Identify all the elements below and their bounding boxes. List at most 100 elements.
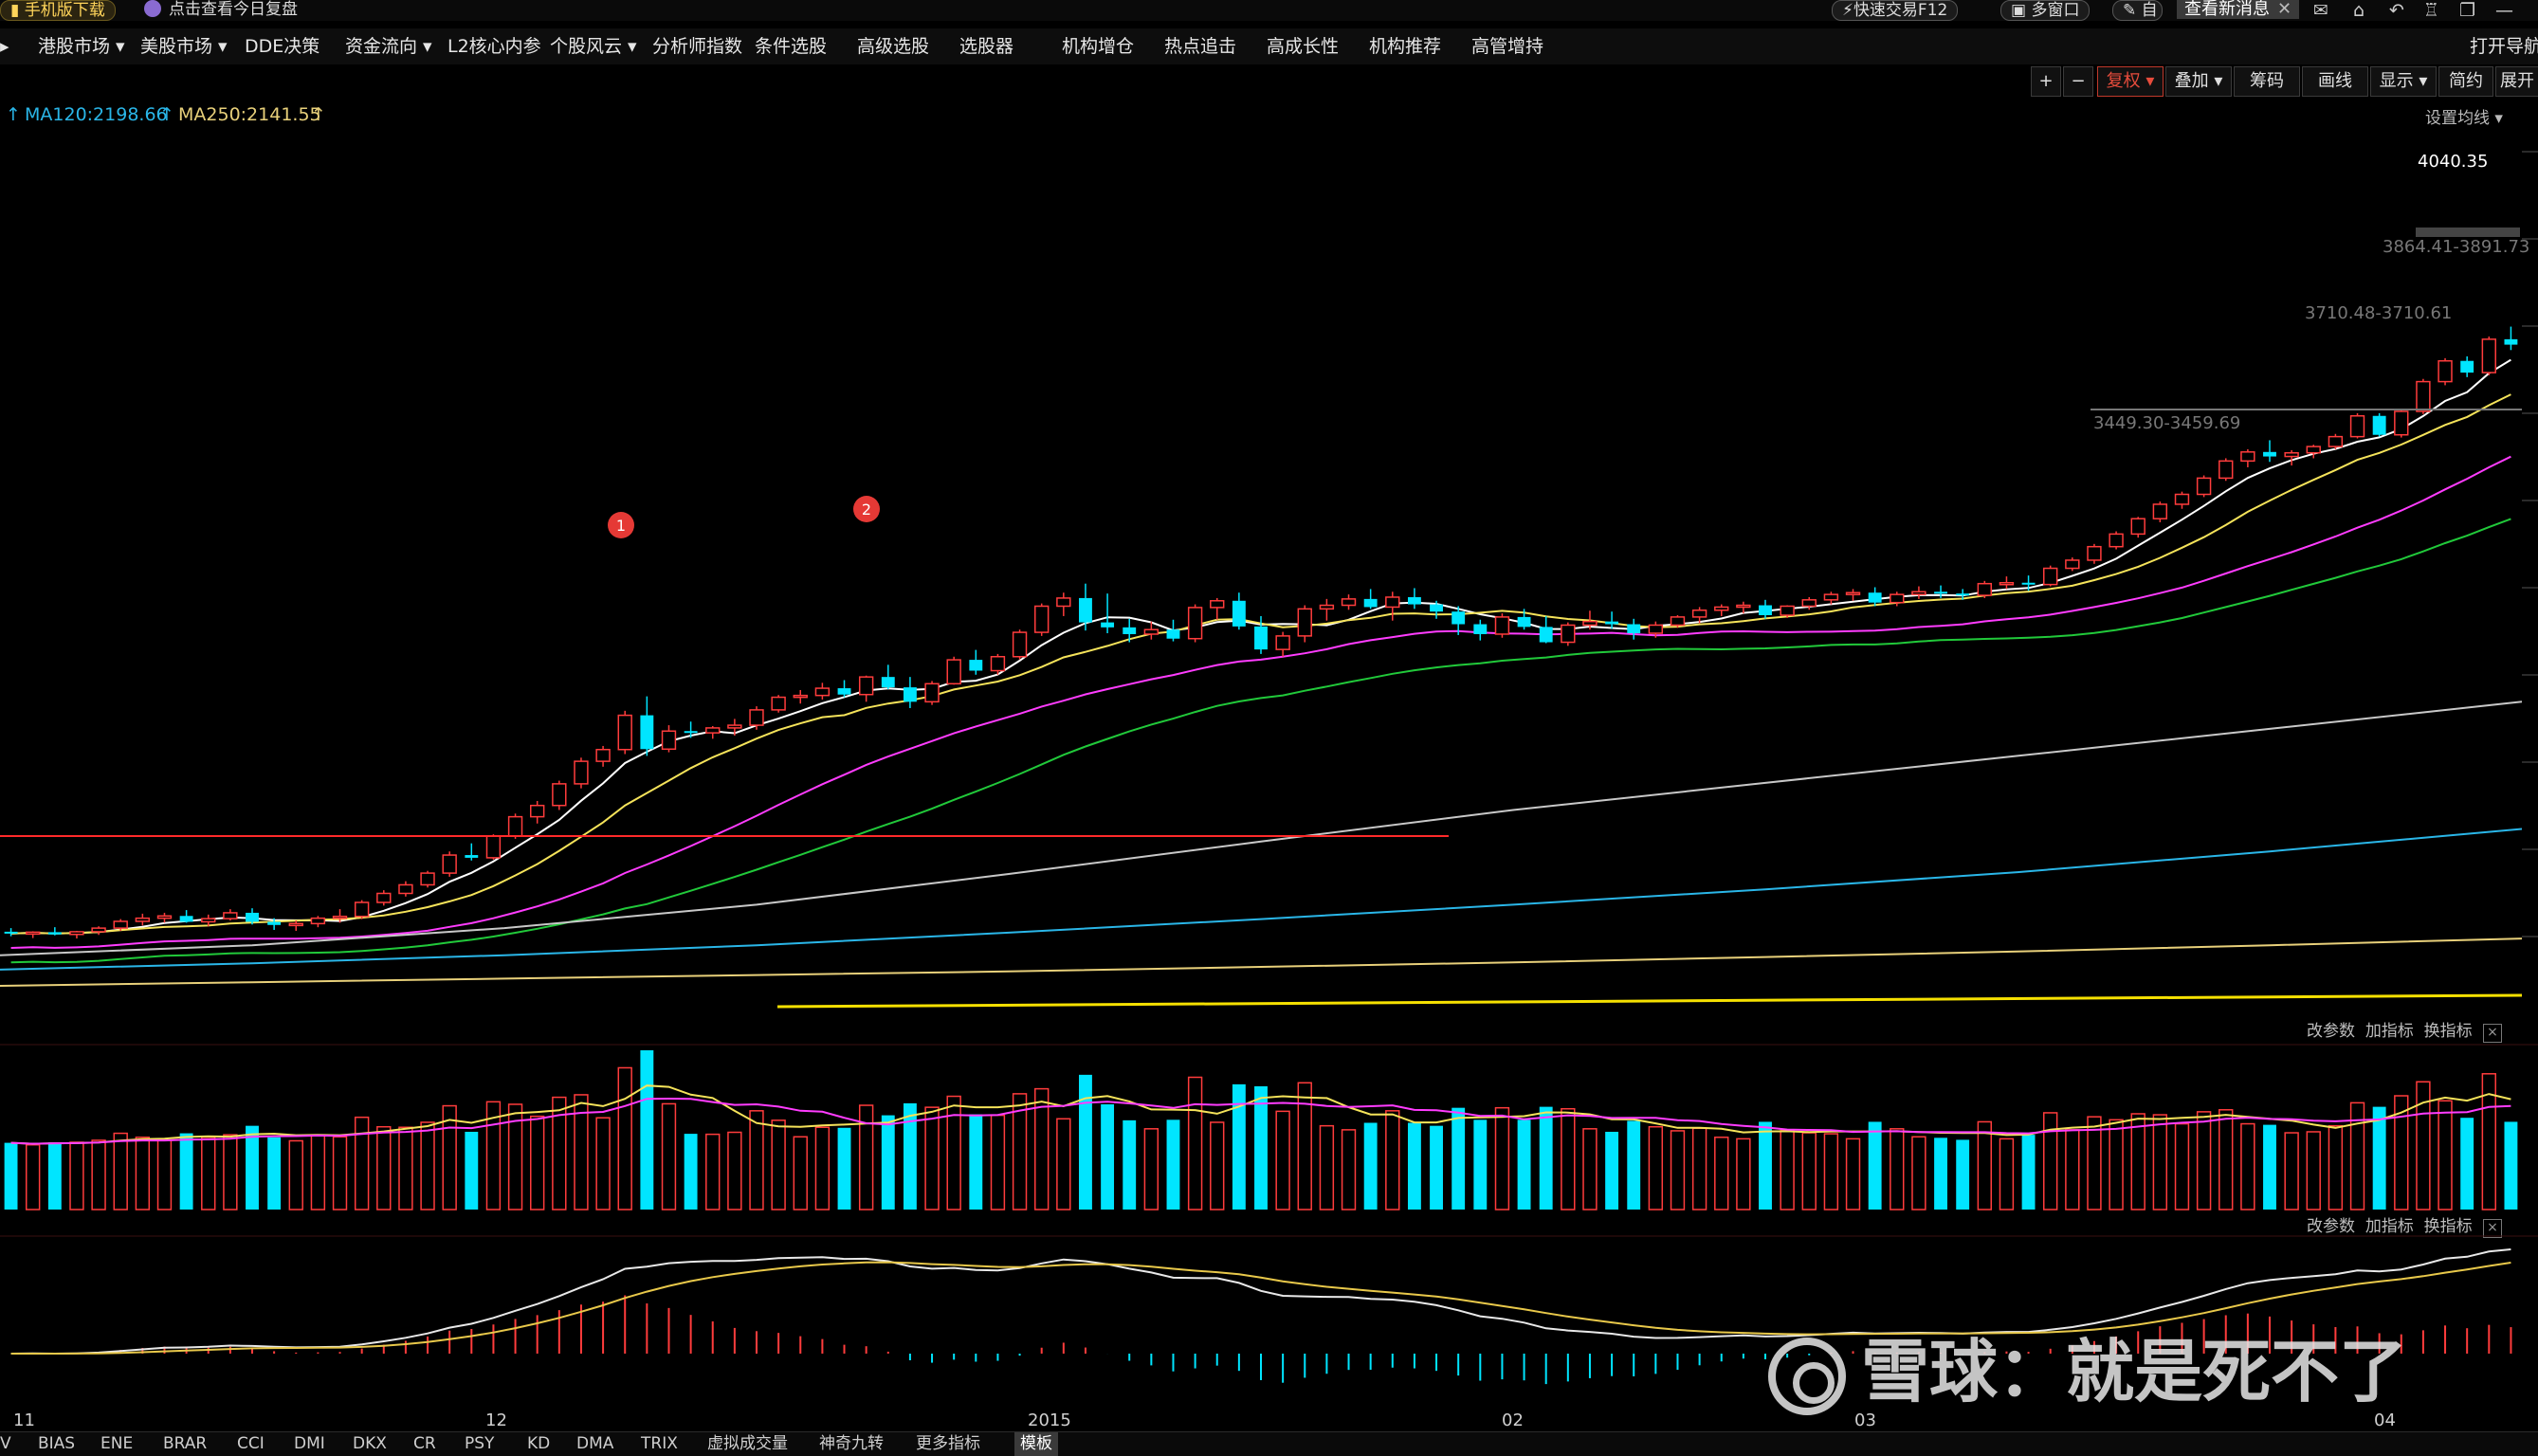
candle	[881, 664, 895, 690]
tab-brar[interactable]: BRAR	[163, 1434, 208, 1453]
volume-bar	[1823, 1133, 1839, 1210]
simple-button[interactable]: 简约	[2438, 66, 2493, 97]
menu-l2[interactable]: L2核心内参	[447, 28, 541, 64]
candle-body	[1999, 581, 2015, 586]
candle	[310, 916, 326, 928]
menu-advanced-select[interactable]: 高级选股	[857, 28, 929, 64]
home-icon[interactable]: ⌂	[2353, 0, 2365, 21]
back-icon[interactable]: ↶	[2389, 0, 2404, 21]
menu-hot-chase[interactable]: 热点追击	[1164, 28, 1236, 64]
quick-trade-button[interactable]: ⚡快速交易F12	[1832, 0, 1959, 21]
overlay-button[interactable]: 叠加 ▾	[2165, 66, 2232, 97]
volume-chart[interactable]	[0, 1012, 2538, 1211]
tab-ene[interactable]: ENE	[100, 1434, 134, 1453]
tab-template[interactable]: 模板	[1014, 1432, 1058, 1456]
mail-icon[interactable]: ✉	[2313, 0, 2328, 21]
candlestick-chart[interactable]: 1 2 4040.35 3864.41-3891.73 3710.48-3710…	[0, 133, 2538, 1012]
zone2-label: 3710.48-3710.61	[2305, 303, 2452, 323]
candle	[2438, 357, 2453, 386]
volume-params-button[interactable]: 改参数	[2307, 1022, 2355, 1041]
macd-chart[interactable]	[0, 1211, 2538, 1409]
new-message-button[interactable]: 查看新消息 ✕	[2177, 0, 2300, 19]
candle-body	[1956, 593, 1970, 596]
ma120-value: MA120:2198.66	[25, 104, 168, 125]
candle-body	[2130, 518, 2145, 536]
candle	[442, 851, 457, 877]
menu-fund-flow[interactable]: 资金流向 ▾	[345, 36, 432, 57]
volume-bar	[1452, 1107, 1466, 1210]
volume-bar	[1297, 1082, 1312, 1210]
volume-bar	[1582, 1128, 1598, 1210]
volume-switch-indicator-button[interactable]: 换指标	[2423, 1022, 2473, 1041]
window-restore-icon[interactable]: ❐	[2459, 0, 2476, 21]
menu-cut-item[interactable]: ▸	[0, 36, 9, 57]
volume-bar	[552, 1096, 567, 1210]
set-ma-button[interactable]: 设置均线 ▾	[2425, 109, 2503, 128]
menu-exec-increase[interactable]: 高管增持	[1471, 28, 1543, 64]
volume-bar	[2021, 1135, 2036, 1210]
menu-dde[interactable]: DDE决策	[245, 28, 320, 64]
tab-kd[interactable]: KD	[527, 1434, 551, 1453]
macd-close-icon[interactable]: ×	[2483, 1219, 2503, 1238]
volume-bar	[1210, 1121, 1225, 1210]
volume-bar	[465, 1131, 479, 1210]
tab-cr[interactable]: CR	[413, 1434, 436, 1453]
menu-screener[interactable]: 选股器	[959, 28, 1013, 64]
tab-v[interactable]: V	[0, 1434, 11, 1453]
menu-high-growth[interactable]: 高成长性	[1267, 28, 1339, 64]
minimize-icon[interactable]: —	[2495, 0, 2513, 21]
marker-2[interactable]: 2	[853, 496, 880, 522]
close-icon[interactable]: ✕	[2277, 0, 2292, 19]
menu-inst-recommend[interactable]: 机构推荐	[1369, 28, 1441, 64]
tab-more-indicators[interactable]: 更多指标	[916, 1434, 980, 1453]
multi-window-button[interactable]: ▣ 多窗口	[2000, 0, 2091, 21]
tab-bias[interactable]: BIAS	[38, 1434, 76, 1453]
macd-switch-indicator-button[interactable]: 换指标	[2423, 1217, 2473, 1236]
zoom-out-button[interactable]: −	[2063, 66, 2093, 97]
tab-dma[interactable]: DMA	[576, 1434, 614, 1453]
menu-condition-select[interactable]: 条件选股	[755, 28, 827, 64]
tab-cci[interactable]: CCI	[237, 1434, 265, 1453]
display-button[interactable]: 显示 ▾	[2370, 66, 2437, 97]
daily-review-link[interactable]: 点击查看今日复盘	[144, 0, 298, 19]
candle	[1473, 619, 1488, 641]
volume-bar	[442, 1104, 457, 1210]
volume-bar	[2328, 1124, 2344, 1210]
menu-hk-market[interactable]: 港股市场 ▾	[38, 36, 125, 57]
mobile-download-button[interactable]: ▮ 手机版下载	[0, 0, 116, 21]
candle	[2130, 517, 2145, 538]
menu-us-market[interactable]: 美股市场 ▾	[140, 36, 228, 57]
candle	[156, 912, 173, 923]
expand-button[interactable]: 展开	[2495, 66, 2538, 97]
chips-button[interactable]: 筹码	[2234, 66, 2300, 97]
macd-add-indicator-button[interactable]: 加指标	[2365, 1217, 2414, 1236]
volume-add-indicator-button[interactable]: 加指标	[2365, 1022, 2414, 1041]
macd-params-button[interactable]: 改参数	[2307, 1217, 2355, 1236]
candle	[727, 719, 742, 736]
menu-stock-wind[interactable]: 个股风云 ▾	[550, 36, 637, 57]
open-nav-link[interactable]: 打开导航	[2470, 28, 2538, 64]
tab-dmi[interactable]: DMI	[294, 1434, 325, 1453]
candle	[1890, 592, 1905, 607]
tab-psy[interactable]: PSY	[465, 1434, 495, 1453]
tab-magic-nine[interactable]: 神奇九转	[819, 1434, 884, 1453]
tab-trix[interactable]: TRIX	[641, 1434, 678, 1453]
fuquan-button[interactable]: 复权 ▾	[2097, 66, 2164, 97]
menu-analyst-index[interactable]: 分析师指数	[652, 28, 742, 64]
candle	[837, 680, 851, 698]
volume-close-icon[interactable]: ×	[2483, 1024, 2503, 1043]
menu-inst-increase[interactable]: 机构增仓	[1062, 28, 1134, 64]
zoom-in-button[interactable]: +	[2031, 66, 2061, 97]
draw-line-button[interactable]: 画线	[2302, 66, 2368, 97]
candle	[1999, 576, 2015, 590]
volume-bar	[858, 1104, 874, 1210]
self-select-button[interactable]: ✎ 自	[2112, 0, 2163, 21]
tab-dkx[interactable]: DKX	[353, 1434, 387, 1453]
shirt-icon[interactable]: ♖	[2423, 0, 2440, 21]
menu-us-market-label: 美股市场	[140, 36, 213, 57]
candle-body	[1627, 624, 1641, 634]
tab-virtual-volume[interactable]: 虚拟成交量	[707, 1434, 788, 1453]
marker-1[interactable]: 1	[608, 512, 634, 538]
menu-stock-wind-label: 个股风云	[550, 36, 623, 57]
candle	[640, 696, 654, 756]
